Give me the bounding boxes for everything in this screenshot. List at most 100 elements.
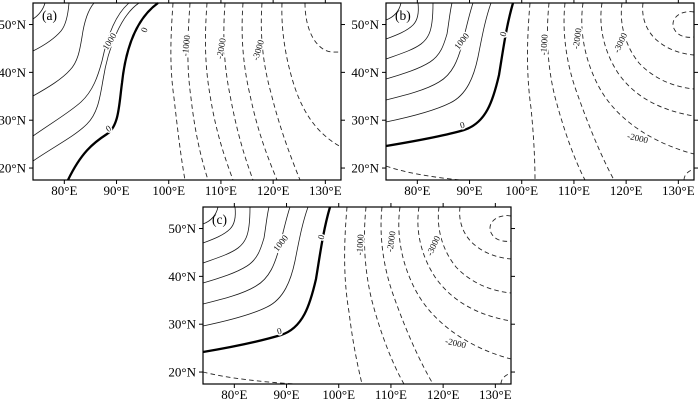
contour-line-a-level--1500 [205, 2, 234, 181]
plot-border [202, 206, 512, 385]
contour-line-a-level-1000 [32, 2, 130, 137]
y-tick-label: 30°N [351, 113, 379, 128]
y-tick-label: 50°N [168, 221, 196, 236]
x-tick-label: 130°E [662, 183, 695, 198]
contour-line-c-level--500 [344, 206, 363, 385]
x-tick-label: 80°E [221, 387, 247, 402]
contour-line-c-level--2000 [500, 372, 512, 385]
contour-line-b-level--500 [527, 2, 536, 181]
x-tick-label: 100°E [505, 183, 538, 198]
contour-value-label: 1000 [271, 233, 290, 254]
contour-line-a-level--3500 [281, 2, 342, 148]
x-tick-label: 130°E [479, 387, 512, 402]
x-tick-label: 80°E [51, 183, 77, 198]
contour-line-a-level-2500 [32, 2, 46, 20]
x-tick-label: 90°E [103, 183, 129, 198]
plot-border [32, 2, 342, 181]
y-tick-label: 50°N [351, 17, 379, 32]
contour-line-c-level--2500 [417, 206, 512, 322]
contour-line-b-level-2500 [385, 2, 419, 40]
contour-line-c-level-3000 [202, 206, 219, 225]
contour-line-a-level--500 [170, 2, 186, 181]
contour-line-a-level--3000 [260, 2, 301, 181]
contour-value-label: -2000 [571, 27, 584, 50]
y-tick-label: 20°N [168, 365, 196, 380]
panel-letter-a: (a) [42, 8, 57, 23]
y-tick-label: 40°N [168, 269, 196, 284]
contour-line-c-level--3000 [437, 206, 512, 294]
x-tick-label: 130°E [309, 183, 342, 198]
panel-letter-b: (b) [395, 8, 411, 23]
contour-line-b-level--2500 [600, 2, 695, 117]
contour-line-c-level--2000 [398, 206, 512, 360]
plot-border [385, 2, 695, 181]
contour-line-c-level--4000 [489, 215, 512, 242]
contour-line-a-level-500 [32, 2, 140, 162]
contour-line-b-level-500 [385, 2, 492, 123]
panel-c: 80°E 90°E 100°E 110°E 120°E 130°E 50°N 40°N 30°N… [168, 203, 515, 402]
contour-line-c-level-2000 [202, 206, 251, 264]
contour-line-a-level--4000 [304, 2, 342, 53]
contour-line-a-level-1500 [32, 2, 95, 97]
contour-line-a-level--2000 [223, 2, 254, 181]
contour-value-label: -2000 [385, 230, 398, 253]
y-tick-label: 50°N [0, 17, 27, 32]
x-tick-label: 120°E [427, 387, 460, 402]
contour-value-label: -1000 [180, 34, 192, 56]
contour-value-label: 0 [276, 326, 283, 337]
x-tick-label: 120°E [610, 183, 643, 198]
contour-line-a-level-2000 [32, 2, 70, 52]
contour-value-label: 0 [498, 30, 509, 38]
contour-value-label: 0 [459, 120, 466, 131]
contour-value-label: 0 [316, 233, 327, 241]
y-tick-label: 20°N [0, 161, 27, 176]
contour-line-a-level--2500 [241, 2, 278, 181]
contour-value-label: 0 [139, 25, 150, 34]
x-tick-label: 90°E [456, 183, 482, 198]
contour-value-label: -3000 [424, 234, 442, 258]
contour-line-b-level-1500 [385, 2, 453, 80]
contour-line-b-level--2000 [581, 2, 695, 155]
y-tick-label: 30°N [0, 113, 27, 128]
contour-line-b-level--1500 [563, 2, 615, 181]
contour-line-c-level-0 [202, 206, 332, 354]
contour-line-c-level--500 [202, 371, 296, 385]
contour-value-label: -2000 [214, 37, 228, 60]
contour-line-c-level-2500 [202, 206, 236, 244]
contour-value-label: -1000 [538, 33, 549, 55]
x-tick-label: 110°E [558, 183, 590, 198]
contour-line-a-level--1000 [187, 2, 209, 181]
contour-line-b-level--4000 [672, 11, 695, 38]
contour-line-b-level--3000 [620, 2, 695, 90]
contour-value-label: -1000 [354, 233, 365, 255]
x-tick-label: 90°E [273, 387, 299, 402]
contour-line-c-level-1000 [202, 206, 291, 305]
contour-line-c-level--3500 [459, 206, 512, 260]
x-tick-label: 100°E [152, 183, 185, 198]
x-tick-label: 110°E [205, 183, 237, 198]
y-tick-label: 20°N [351, 161, 379, 176]
contour-value-label: -2000 [626, 131, 649, 146]
x-tick-label: 100°E [322, 387, 355, 402]
contour-line-b-level--3500 [642, 2, 695, 56]
y-tick-label: 40°N [0, 65, 27, 80]
contour-line-b-level-1000 [385, 2, 474, 101]
contour-value-label: -2000 [444, 336, 467, 351]
x-tick-label: 110°E [375, 387, 407, 402]
contour-line-b-level-3000 [385, 2, 402, 21]
panel-a: 80°E 90°E 100°E 110°E 120°E 130°E 50°N 40°N 30°N… [0, 0, 345, 198]
contour-value-label: 1000 [452, 31, 471, 52]
panel-letter-c: (c) [212, 212, 227, 227]
x-tick-label: 80°E [404, 183, 430, 198]
contour-line-b-level--1000 [547, 2, 586, 181]
y-tick-label: 30°N [168, 317, 196, 332]
contour-line-c-level-500 [202, 206, 309, 327]
contour-line-a-level-0 [66, 2, 159, 181]
panel-b: 80°E 90°E 100°E 110°E 120°E 130°E 50°N 40°N 30°N… [351, 0, 698, 198]
x-tick-label: 120°E [257, 183, 290, 198]
contour-line-c-level--1500 [380, 206, 434, 385]
contour-line-b-level--500 [385, 165, 461, 181]
contour-line-b-level--2000 [683, 168, 695, 181]
